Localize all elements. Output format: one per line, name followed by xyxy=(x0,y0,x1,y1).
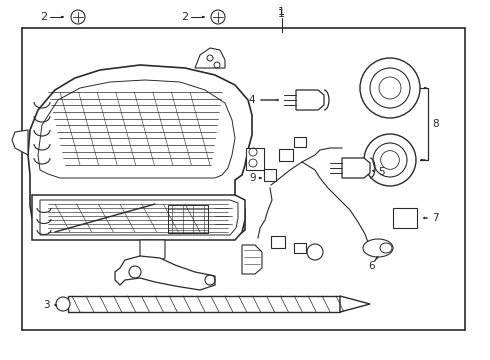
Text: 1: 1 xyxy=(278,7,285,17)
Bar xyxy=(168,205,208,233)
Polygon shape xyxy=(342,158,370,178)
Polygon shape xyxy=(140,240,165,262)
Text: 5: 5 xyxy=(378,167,385,177)
Polygon shape xyxy=(195,48,225,68)
Polygon shape xyxy=(340,296,370,312)
Bar xyxy=(396,211,414,225)
Bar xyxy=(294,243,306,253)
Circle shape xyxy=(360,58,420,118)
Bar xyxy=(246,148,264,170)
Polygon shape xyxy=(12,130,28,155)
Text: 7: 7 xyxy=(432,213,439,223)
Ellipse shape xyxy=(380,243,392,253)
Polygon shape xyxy=(296,90,324,110)
Bar xyxy=(271,236,285,248)
Text: 9: 9 xyxy=(249,173,256,183)
Text: 6: 6 xyxy=(368,261,375,271)
Text: 1: 1 xyxy=(278,9,285,19)
Polygon shape xyxy=(32,195,245,240)
Circle shape xyxy=(364,134,416,186)
Polygon shape xyxy=(242,245,262,274)
Text: 8: 8 xyxy=(432,119,439,129)
Polygon shape xyxy=(393,208,417,228)
Polygon shape xyxy=(115,256,215,290)
Text: 2: 2 xyxy=(181,12,189,22)
Text: 2: 2 xyxy=(41,12,48,22)
Text: 4: 4 xyxy=(248,95,255,105)
Text: 3: 3 xyxy=(44,300,50,310)
Bar xyxy=(294,137,306,147)
Bar xyxy=(264,169,276,181)
Circle shape xyxy=(56,297,70,311)
Polygon shape xyxy=(28,65,252,238)
Bar xyxy=(68,296,340,312)
Ellipse shape xyxy=(363,239,393,257)
Bar xyxy=(279,149,293,161)
